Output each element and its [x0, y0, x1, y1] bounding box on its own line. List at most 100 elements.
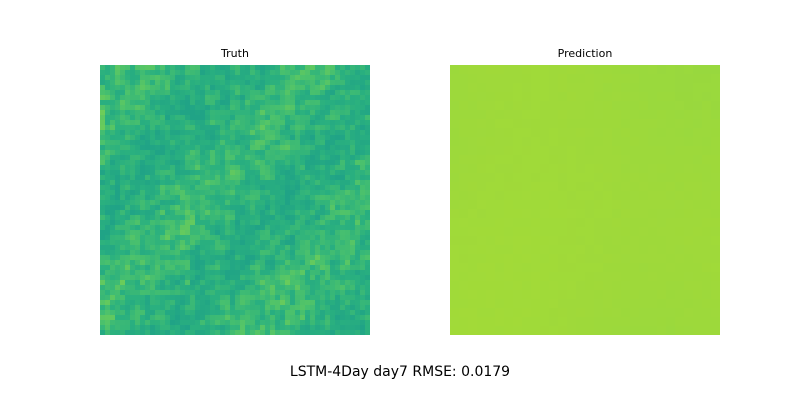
prediction-cell — [567, 272, 577, 282]
truth-cell — [115, 195, 121, 201]
prediction-cell — [450, 290, 460, 300]
prediction-cell — [648, 119, 658, 129]
truth-cell — [365, 255, 370, 261]
truth-cell — [180, 155, 186, 161]
truth-cell — [175, 140, 181, 146]
truth-cell — [100, 295, 106, 301]
truth-cell — [295, 200, 301, 206]
truth-cell — [330, 290, 336, 296]
truth-cell — [235, 255, 241, 261]
truth-cell — [120, 145, 126, 151]
truth-cell — [355, 170, 361, 176]
truth-cell — [190, 175, 196, 181]
prediction-cell — [666, 236, 676, 246]
truth-cell — [140, 265, 146, 271]
truth-cell — [345, 215, 351, 221]
prediction-cell — [585, 281, 595, 291]
truth-cell — [200, 155, 206, 161]
truth-cell — [105, 100, 111, 106]
prediction-cell — [666, 209, 676, 219]
prediction-cell — [513, 308, 523, 318]
truth-cell — [110, 170, 116, 176]
truth-cell — [210, 90, 216, 96]
truth-cell — [365, 285, 370, 291]
truth-cell — [105, 140, 111, 146]
truth-cell — [200, 240, 206, 246]
truth-cell — [300, 245, 306, 251]
truth-cell — [150, 300, 156, 306]
prediction-cell — [594, 254, 604, 264]
truth-cell — [250, 220, 256, 226]
prediction-cell — [486, 263, 496, 273]
truth-cell — [360, 225, 366, 231]
truth-cell — [100, 195, 106, 201]
prediction-cell — [630, 83, 640, 93]
prediction-cell — [693, 299, 703, 309]
truth-cell — [350, 245, 356, 251]
truth-cell — [120, 260, 126, 266]
truth-cell — [285, 280, 291, 286]
truth-cell — [150, 120, 156, 126]
truth-cell — [135, 140, 141, 146]
truth-cell — [335, 85, 341, 91]
truth-cell — [340, 190, 346, 196]
prediction-cell — [603, 317, 613, 327]
prediction-cell — [666, 155, 676, 165]
truth-cell — [130, 180, 136, 186]
truth-cell — [255, 160, 261, 166]
truth-cell — [190, 245, 196, 251]
truth-cell — [290, 165, 296, 171]
truth-cell — [180, 145, 186, 151]
truth-cell — [140, 205, 146, 211]
truth-cell — [215, 80, 221, 86]
truth-cell — [200, 280, 206, 286]
truth-cell — [310, 135, 316, 141]
truth-cell — [330, 110, 336, 116]
truth-cell — [145, 75, 151, 81]
truth-cell — [105, 290, 111, 296]
truth-cell — [120, 280, 126, 286]
truth-cell — [150, 310, 156, 316]
prediction-cell — [612, 191, 622, 201]
prediction-cell — [567, 236, 577, 246]
truth-cell — [115, 185, 121, 191]
truth-cell — [265, 140, 271, 146]
prediction-cell — [684, 119, 694, 129]
truth-cell — [130, 305, 136, 311]
truth-cell — [315, 185, 321, 191]
truth-cell — [360, 250, 366, 256]
prediction-cell — [495, 290, 505, 300]
truth-cell — [285, 190, 291, 196]
truth-cell — [325, 180, 331, 186]
truth-cell — [290, 80, 296, 86]
truth-cell — [195, 70, 201, 76]
truth-cell — [330, 215, 336, 221]
truth-cell — [105, 275, 111, 281]
truth-cell — [350, 270, 356, 276]
truth-cell — [150, 255, 156, 261]
truth-cell — [190, 170, 196, 176]
truth-cell — [300, 210, 306, 216]
prediction-cell — [522, 164, 532, 174]
truth-cell — [200, 205, 206, 211]
truth-cell — [105, 240, 111, 246]
truth-cell — [335, 270, 341, 276]
truth-cell — [205, 210, 211, 216]
prediction-cell — [558, 92, 568, 102]
truth-cell — [270, 205, 276, 211]
prediction-cell — [675, 317, 685, 327]
truth-cell — [225, 110, 231, 116]
truth-cell — [250, 175, 256, 181]
truth-cell — [135, 95, 141, 101]
truth-cell — [220, 65, 226, 71]
truth-cell — [295, 170, 301, 176]
truth-cell — [180, 300, 186, 306]
truth-cell — [200, 120, 206, 126]
prediction-cell — [639, 299, 649, 309]
truth-cell — [215, 110, 221, 116]
truth-cell — [240, 285, 246, 291]
truth-cell — [145, 180, 151, 186]
truth-cell — [220, 320, 226, 326]
truth-cell — [260, 130, 266, 136]
truth-cell — [100, 80, 106, 86]
